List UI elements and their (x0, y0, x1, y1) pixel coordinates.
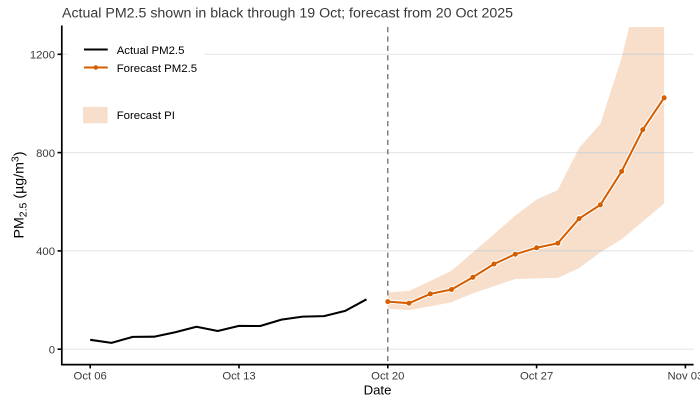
svg-text:PM2.5 (µg/m3): PM2.5 (µg/m3) (10, 152, 30, 239)
svg-text:Forecast PM2.5: Forecast PM2.5 (117, 63, 197, 75)
svg-text:1200: 1200 (30, 50, 55, 62)
svg-text:Actual PM2.5 shown in black th: Actual PM2.5 shown in black through 19 O… (62, 5, 513, 21)
svg-text:Date: Date (364, 382, 392, 397)
svg-text:0: 0 (49, 344, 55, 356)
svg-text:Oct 27: Oct 27 (520, 370, 553, 382)
svg-text:400: 400 (36, 246, 55, 258)
svg-text:Oct 20: Oct 20 (371, 370, 404, 382)
svg-text:Oct 13: Oct 13 (222, 370, 255, 382)
svg-text:800: 800 (36, 148, 55, 160)
svg-text:Forecast PI: Forecast PI (117, 110, 175, 122)
svg-text:Actual PM2.5: Actual PM2.5 (117, 45, 185, 57)
svg-text:Nov 03: Nov 03 (668, 370, 700, 382)
svg-text:Oct 06: Oct 06 (74, 370, 107, 382)
